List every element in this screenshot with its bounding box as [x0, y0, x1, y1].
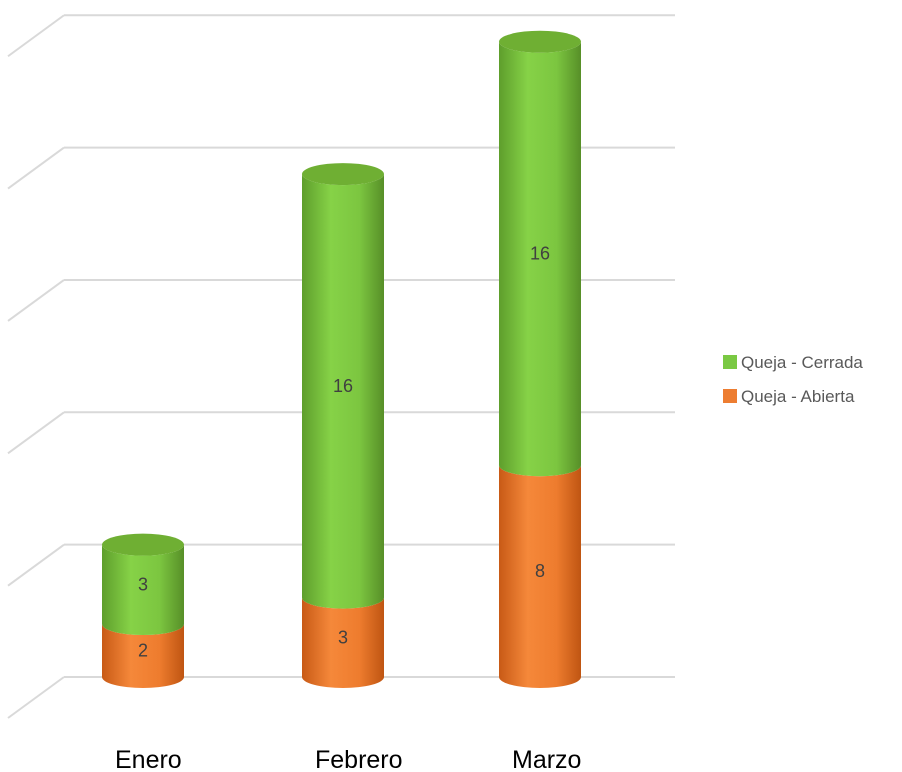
- legend-swatch: [723, 389, 737, 403]
- bar-segment: [102, 544, 184, 636]
- bar-segment: [102, 624, 184, 688]
- data-labels: 2 3 3 16 8 16: [138, 243, 550, 660]
- legend-label: Queja - Abierta: [741, 387, 855, 406]
- gridline-depth: [7, 279, 65, 322]
- category-label: Enero: [115, 746, 182, 772]
- bar-segment: [302, 597, 384, 688]
- gridline-depth: [7, 14, 65, 58]
- data-label: 16: [530, 243, 550, 263]
- bars: [102, 30, 581, 688]
- bar-segment: [499, 41, 581, 477]
- gridline-depth: [7, 543, 65, 587]
- bar-segment: [302, 174, 384, 609]
- gridline-depth: [7, 411, 65, 455]
- gridline-depth: [7, 676, 65, 719]
- data-label: 8: [535, 561, 545, 581]
- legend: Queja - Cerrada Queja - Abierta: [723, 353, 863, 406]
- bar-cap: [302, 163, 384, 186]
- legend-swatch: [723, 355, 737, 369]
- category-axis: Enero Febrero Marzo: [115, 746, 581, 772]
- data-label: 3: [338, 627, 348, 647]
- data-label: 2: [138, 641, 148, 661]
- category-label: Febrero: [315, 746, 403, 772]
- category-label: Marzo: [512, 746, 581, 772]
- bar-segment: [499, 465, 581, 688]
- legend-label: Queja - Cerrada: [741, 353, 863, 372]
- bar-cap: [102, 533, 184, 556]
- gridline-depth: [7, 146, 65, 190]
- bar-cap: [499, 30, 581, 53]
- data-label: 3: [138, 574, 148, 594]
- data-label: 16: [333, 376, 353, 396]
